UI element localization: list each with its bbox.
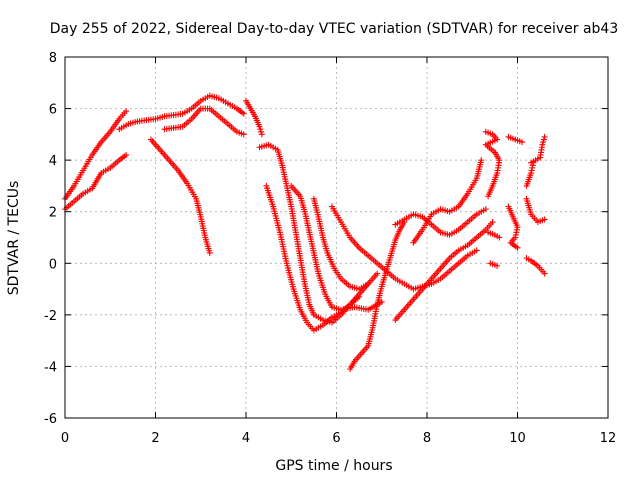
y-tick-label: -6 [44, 412, 57, 427]
x-axis-label: GPS time / hours [275, 458, 392, 474]
y-tick-label: 6 [49, 103, 57, 118]
y-tick-label: 2 [49, 206, 57, 221]
data-point [540, 136, 547, 143]
data-point [123, 151, 130, 158]
x-tick-label: 8 [423, 431, 431, 446]
x-tick-label: 4 [242, 431, 250, 446]
x-tick-label: 12 [600, 431, 617, 446]
data-point [374, 270, 381, 277]
data-point [123, 108, 130, 115]
series-arc-7 [256, 141, 372, 326]
data-point [514, 224, 521, 231]
series-arc-15 [410, 157, 485, 246]
data-point [478, 157, 485, 164]
grid-lines [65, 57, 608, 418]
data-point [529, 162, 536, 169]
series-arc-16 [482, 128, 503, 200]
y-tick-label: 8 [49, 51, 57, 66]
data-point [541, 133, 548, 140]
data-point [356, 293, 363, 300]
data-point [514, 244, 521, 251]
data-point [528, 170, 535, 177]
x-tick-label: 0 [61, 431, 69, 446]
series-arc-3 [116, 92, 247, 133]
series-arc-4 [161, 105, 247, 138]
data-point [513, 226, 520, 233]
y-axis-label: SDTVAR / TECUs [6, 181, 22, 296]
data-points [62, 92, 548, 373]
series-arc-12 [347, 219, 408, 373]
series-arc-19 [505, 133, 526, 146]
axes: 0 2 4 6 8 10 12 -6 -4 -2 0 2 4 6 8 [44, 51, 616, 446]
series-arc-6 [243, 97, 265, 138]
series-arc-18 [487, 260, 501, 269]
data-point [206, 249, 213, 256]
y-tick-label: 4 [49, 154, 57, 169]
y-tick-label: 0 [49, 257, 57, 272]
data-point [513, 229, 520, 236]
plot-frame [64, 56, 609, 419]
series-arc-21 [523, 195, 548, 226]
series-arc-10 [310, 195, 381, 293]
y-tick-label: -2 [44, 309, 57, 324]
data-point [512, 231, 519, 238]
series-arc-2 [62, 151, 130, 213]
series-arc-17 [485, 229, 503, 241]
data-point [541, 216, 548, 223]
x-tick-label: 6 [332, 431, 340, 446]
data-point [258, 128, 265, 135]
x-tick-label: 2 [151, 431, 159, 446]
x-tick-label: 10 [509, 431, 526, 446]
data-point [473, 247, 480, 254]
series-arc-24 [523, 255, 548, 277]
data-point [258, 131, 265, 138]
series-arc-22 [528, 133, 548, 166]
data-point [529, 164, 536, 171]
series-arc-1 [62, 108, 130, 202]
series-arc-23 [523, 159, 537, 189]
series-arc-5 [147, 136, 213, 256]
data-point [257, 126, 264, 133]
data-point [530, 159, 537, 166]
data-point [256, 123, 263, 130]
data-point [485, 193, 492, 200]
data-point [240, 131, 247, 138]
data-point [482, 206, 489, 213]
data-point [496, 234, 503, 241]
data-point [494, 262, 501, 269]
y-tick-label: -4 [44, 360, 57, 375]
series-arc-20 [505, 203, 521, 251]
data-point [489, 219, 496, 226]
series-arc-13 [392, 219, 496, 324]
chart-title: Day 255 of 2022, Sidereal Day-to-day VTE… [50, 21, 619, 37]
data-point [528, 167, 535, 174]
data-point [539, 141, 546, 148]
data-point [519, 139, 526, 146]
data-point [240, 110, 247, 117]
data-point [541, 270, 548, 277]
data-point [540, 139, 547, 146]
